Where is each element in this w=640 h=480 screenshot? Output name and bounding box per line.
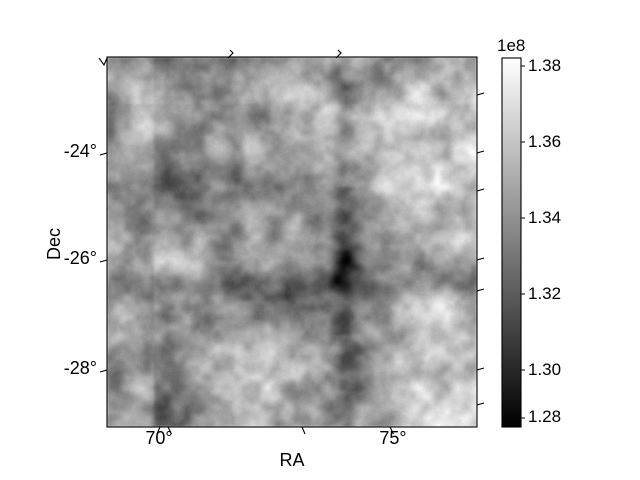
svg-text:-24°: -24°: [64, 141, 97, 161]
svg-text:RA: RA: [279, 450, 304, 470]
svg-text:1e8: 1e8: [497, 36, 525, 55]
svg-text:70°: 70°: [145, 428, 172, 448]
svg-text:1.32: 1.32: [528, 284, 561, 303]
svg-text:-28°: -28°: [64, 358, 97, 378]
svg-text:1.38: 1.38: [528, 56, 561, 75]
svg-text:Dec: Dec: [44, 228, 64, 260]
svg-text:75°: 75°: [379, 428, 406, 448]
svg-text:1.28: 1.28: [528, 407, 561, 426]
svg-text:-26°: -26°: [64, 248, 97, 268]
svg-text:1.34: 1.34: [528, 208, 561, 227]
svg-text:1.30: 1.30: [528, 360, 561, 379]
svg-text:1.36: 1.36: [528, 132, 561, 151]
